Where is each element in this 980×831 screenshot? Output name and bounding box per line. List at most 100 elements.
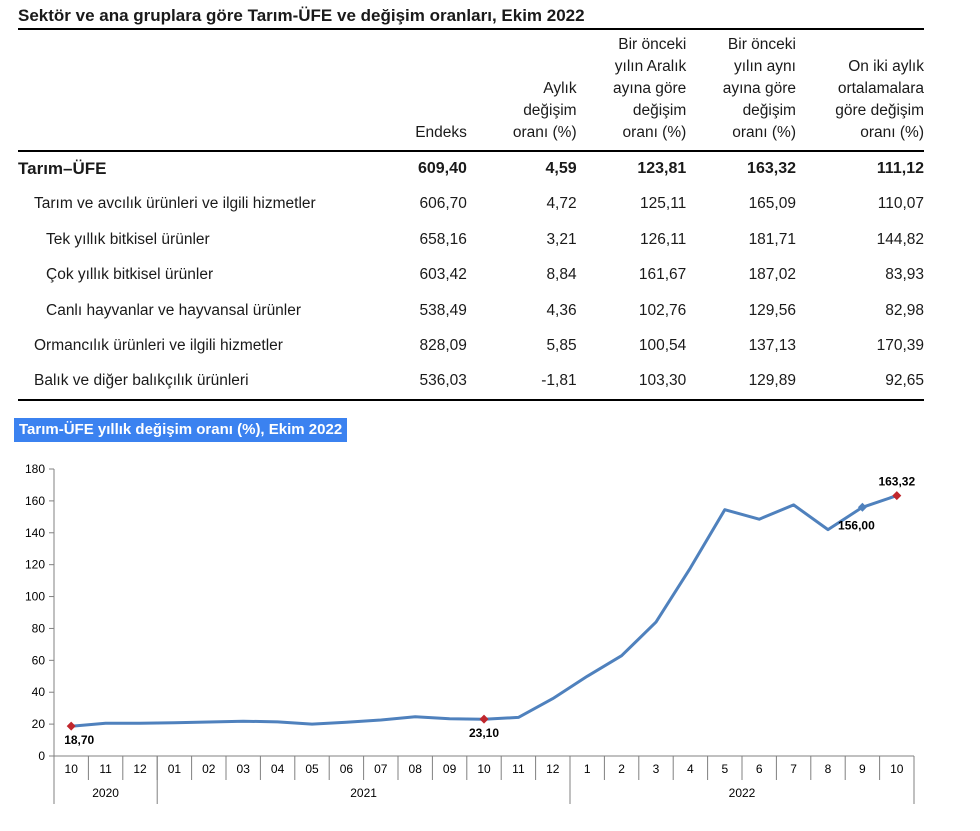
table-cell: 163,32 [747,160,796,178]
table-cell: 606,70 [419,195,467,213]
table-cell: 111,12 [876,160,924,178]
table-row: Ormancılık ürünleri ve ilgili hizmetler 8… [18,329,924,365]
row-label: Ormancılık ürünleri ve ilgili hizmetler [34,337,283,355]
x-tick-label: 4 [687,762,694,776]
header-text: oranı (%) [732,124,796,141]
header-monthly: Aylık değişim oranı (%) [466,28,577,152]
x-tick-label: 2 [618,762,625,776]
row-label: Tarım ve avcılık ürünleri ve ilgili hizm… [34,195,316,213]
table-cell: 129,56 [748,301,796,319]
header-text: ortalamalara [837,80,924,97]
x-tick-label: 10 [477,762,491,776]
table-cell: 4,72 [546,195,577,213]
row-label: Çok yıllık bitkisel ürünler [46,266,214,284]
table-cell: 4,36 [546,301,577,319]
table-cell: 123,81 [637,160,687,178]
table-cell: 538,49 [419,301,467,319]
header-december: Bir önceki yılın Aralık ayına göre değişim o… [576,28,687,152]
header-text: ayına göre [613,80,687,97]
header-text: oranı (%) [512,124,577,141]
x-tick-label: 10 [65,762,79,776]
y-tick-label: 140 [25,526,45,540]
row-label: Balık ve diğer balıkçılık ürünleri [18,364,390,401]
x-tick-label: 08 [409,762,423,776]
table-cell: 170,39 [876,337,924,355]
table-cell: 165,09 [748,195,796,213]
chart-title: Tarım-ÜFE yıllık değişim oranı (%), Ekim… [14,418,348,442]
header-annual: Bir önceki yılın aynı ayına göre değişim ora… [686,28,796,152]
table-cell: 828,09 [419,337,467,355]
table-cell: 144,82 [876,230,924,248]
header-text: değişim [742,102,796,119]
table-cell: 658,16 [419,230,467,248]
y-tick-label: 120 [25,558,45,572]
data-point-marker [479,714,489,724]
table-cell: 137,13 [748,337,796,355]
y-tick-label: 0 [38,749,45,763]
x-tick-label: 5 [721,762,728,776]
row-label: Tek yıllık bitkisel ürünler [46,230,210,248]
x-tick-label: 09 [443,762,457,776]
table-cell: 4,59 [545,160,577,178]
table-cell: 5,85 [546,337,577,355]
header-text: Aylık [543,80,577,97]
x-tick-label: 12 [133,762,147,776]
header-text: oranı (%) [622,124,687,141]
header-text: değişim [523,102,577,119]
x-tick-label: 1 [584,762,591,776]
table-title: Sektör ve ana gruplara göre Tarım-ÜFE ve… [18,6,585,25]
y-tick-label: 80 [32,621,46,635]
header-text: göre değişim [835,102,924,119]
x-tick-label: 11 [512,762,525,776]
table-row: Tarım ve avcılık ürünleri ve ilgili hizm… [18,187,924,223]
table-cell: 161,67 [638,266,687,284]
x-tick-label: 11 [99,762,112,776]
x-tick-label: 7 [790,762,797,776]
table-cell: 129,89 [686,364,796,401]
header-text: Endeks [415,124,467,141]
header-text: yılın aynı [733,58,796,75]
data-point-marker [892,491,902,501]
data-label: 156,00 [838,518,875,532]
table-cell: 110,07 [877,195,924,213]
data-label: 18,70 [64,733,94,747]
y-tick-label: 180 [25,462,45,476]
series-line [71,494,898,728]
table-row: Tarım–ÜFE 609,40 4,59 123,81 163,32 111,12 [18,151,924,187]
header-label [18,28,390,152]
table-cell: 187,02 [748,266,796,284]
data-label: 163,32 [878,475,915,489]
header-text: On iki aylık [848,58,924,75]
table-cell: 3,21 [546,230,577,248]
y-tick-label: 100 [25,590,45,604]
table-cell: 603,42 [419,266,467,284]
header-average: On iki aylık ortalamalara göre değişim oran… [795,28,924,152]
table-cell: 92,65 [795,364,924,401]
header-text: ayına göre [722,80,796,97]
y-tick-label: 60 [32,653,46,667]
header-text: yılın Aralık [614,58,687,75]
data-label: 23,10 [469,726,499,740]
table-cell: 102,76 [638,301,687,319]
table-cell: 536,03 [389,364,467,401]
y-tick-label: 40 [32,685,46,699]
header-text: değişim [632,102,687,119]
table-cell: 125,11 [640,195,687,213]
table-cell: 103,30 [576,364,687,401]
table-cell: 82,98 [885,301,924,319]
table-row: Canlı hayvanlar ve hayvansal ürünler 538,… [18,293,924,329]
table-cell: 83,93 [885,266,924,284]
y-tick-label: 20 [32,717,46,731]
x-tick-label: 12 [546,762,560,776]
table-cell: 609,40 [417,160,467,178]
table-cell: 8,84 [546,266,577,284]
table-header-row: Endeks Aylık değişim oranı (%) Bir önceki y… [18,28,924,152]
x-tick-label: 02 [202,762,216,776]
table-cell: 100,54 [638,337,687,355]
x-tick-label: 06 [340,762,354,776]
x-tick-label: 10 [890,762,904,776]
row-label: Tarım–ÜFE [18,159,107,179]
x-tick-label: 05 [305,762,319,776]
x-tick-label: 04 [271,762,285,776]
